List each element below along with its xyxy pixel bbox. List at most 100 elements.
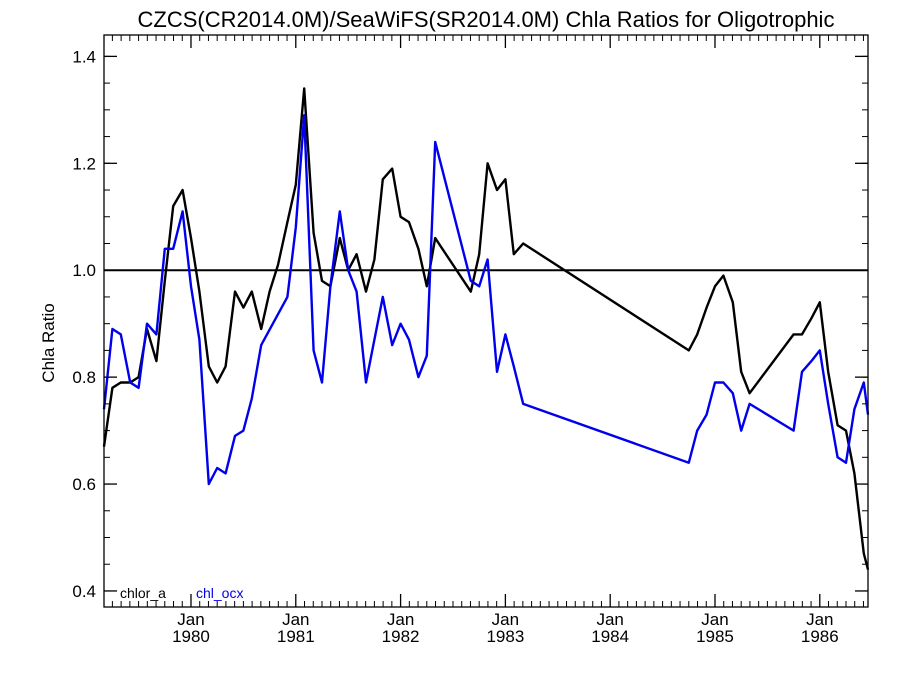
- y-tick-label: 1.2: [72, 154, 96, 173]
- plot-frame: [103, 34, 869, 608]
- data-point-chl_ocx: [732, 392, 734, 394]
- data-point-chl_ocx: [478, 285, 480, 287]
- data-point-chlor_a: [182, 189, 184, 191]
- data-point-chl_ocx: [137, 387, 140, 389]
- x-tick-month-label: Jan: [177, 610, 204, 629]
- data-point-chlor_a: [827, 371, 829, 373]
- data-point-chlor_a: [853, 472, 855, 474]
- y-tick-label: 1.0: [72, 261, 96, 280]
- data-point-chl_ocx: [234, 435, 236, 437]
- data-point-chl_ocx: [303, 114, 305, 116]
- data-point-chl_ocx: [242, 429, 244, 432]
- data-point-chlor_a: [224, 365, 227, 368]
- data-point-chlor_a: [748, 392, 751, 394]
- data-point-chl_ocx: [399, 323, 402, 325]
- data-point-chlor_a: [486, 162, 489, 164]
- x-tick-month-label: Jan: [492, 610, 519, 629]
- data-point-chlor_a: [837, 424, 839, 426]
- data-point-chlor_a: [365, 290, 367, 293]
- y-tick-label: 1.4: [72, 47, 96, 66]
- data-point-chl_ocx: [339, 210, 341, 213]
- data-point-chlor_a: [164, 280, 166, 282]
- series-line-chl_ocx: [102, 114, 870, 486]
- series-layer: [102, 87, 870, 571]
- data-point-chl_ocx: [164, 248, 166, 250]
- data-point-chlor_a: [688, 349, 690, 352]
- data-point-chlor_a: [120, 381, 122, 384]
- data-point-chl_ocx: [688, 462, 690, 464]
- data-point-chlor_a: [478, 253, 480, 255]
- data-point-chl_ocx: [496, 371, 498, 373]
- data-point-chl_ocx: [295, 226, 297, 229]
- data-point-chl_ocx: [146, 323, 148, 325]
- data-point-chl_ocx: [696, 429, 698, 432]
- data-point-chlor_a: [740, 371, 742, 373]
- data-point-chl_ocx: [801, 371, 803, 373]
- x-tick-year-label: 1983: [486, 627, 524, 646]
- data-point-chl_ocx: [382, 296, 384, 298]
- data-point-chlor_a: [696, 333, 698, 335]
- data-point-chl_ocx: [810, 360, 813, 362]
- data-point-chl_ocx: [863, 381, 865, 384]
- data-point-chlor_a: [819, 301, 821, 303]
- data-point-chlor_a: [496, 189, 498, 191]
- data-point-chl_ocx: [714, 381, 716, 384]
- x-tick-month-label: Jan: [387, 610, 414, 629]
- y-axis-label: Chla Ratio: [39, 303, 58, 382]
- data-point-chlor_a: [190, 237, 192, 239]
- data-point-chl_ocx: [827, 403, 829, 405]
- data-point-chl_ocx: [190, 285, 192, 287]
- data-point-chl_ocx: [837, 456, 839, 458]
- data-point-chlor_a: [242, 307, 244, 309]
- x-tick-month-label: Jan: [596, 610, 623, 629]
- data-point-chl_ocx: [329, 285, 331, 287]
- data-point-chl_ocx: [321, 381, 323, 384]
- data-point-chl_ocx: [365, 381, 367, 384]
- data-point-chlor_a: [321, 280, 323, 282]
- data-point-chl_ocx: [434, 141, 436, 143]
- data-point-chl_ocx: [155, 333, 158, 335]
- data-point-chlor_a: [198, 290, 200, 293]
- data-point-chl_ocx: [347, 269, 349, 271]
- data-point-chl_ocx: [740, 429, 742, 432]
- data-point-chlor_a: [714, 285, 716, 287]
- data-point-chl_ocx: [111, 328, 113, 330]
- data-point-chl_ocx: [486, 258, 489, 261]
- data-point-chl_ocx: [470, 280, 472, 282]
- x-tick-month-label: Jan: [282, 610, 309, 629]
- data-point-chl_ocx: [391, 344, 393, 346]
- legend-entry-chl_ocx: chl_ocx: [196, 585, 243, 601]
- data-point-chlor_a: [706, 307, 708, 309]
- data-point-chl_ocx: [286, 296, 289, 298]
- data-point-chlor_a: [303, 87, 305, 90]
- x-tick-year-label: 1985: [696, 627, 734, 646]
- data-point-chlor_a: [208, 365, 210, 368]
- x-tick-year-label: 1980: [172, 627, 210, 646]
- x-tick-month-label: Jan: [701, 610, 728, 629]
- y-tick-label: 0.8: [72, 368, 96, 387]
- data-point-chl_ocx: [792, 429, 795, 432]
- x-tick-year-label: 1984: [591, 627, 629, 646]
- data-point-chlor_a: [522, 242, 524, 245]
- legend: chlor_a chl_ocx: [120, 585, 243, 601]
- data-point-chl_ocx: [408, 339, 410, 341]
- data-point-chlor_a: [399, 216, 402, 218]
- tick-layer: 0.40.60.81.01.21.4Jan1980Jan1981Jan1982J…: [72, 35, 868, 646]
- data-point-chlor_a: [810, 317, 813, 319]
- data-point-chlor_a: [234, 290, 236, 293]
- data-point-chlor_a: [732, 301, 734, 303]
- data-point-chl_ocx: [513, 365, 515, 368]
- data-point-chl_ocx: [182, 210, 184, 213]
- x-tick-year-label: 1981: [277, 627, 315, 646]
- y-tick-label: 0.4: [72, 582, 96, 601]
- data-point-chl_ocx: [722, 381, 724, 384]
- chart-title: CZCS(CR2014.0M)/SeaWiFS(SR2014.0M) Chla …: [138, 7, 835, 32]
- x-tick-year-label: 1982: [382, 627, 420, 646]
- data-point-chl_ocx: [208, 483, 210, 485]
- data-point-chlor_a: [355, 253, 358, 255]
- data-point-chl_ocx: [216, 467, 218, 469]
- data-point-chl_ocx: [129, 381, 131, 384]
- data-point-chlor_a: [504, 178, 506, 180]
- data-point-chlor_a: [513, 253, 515, 255]
